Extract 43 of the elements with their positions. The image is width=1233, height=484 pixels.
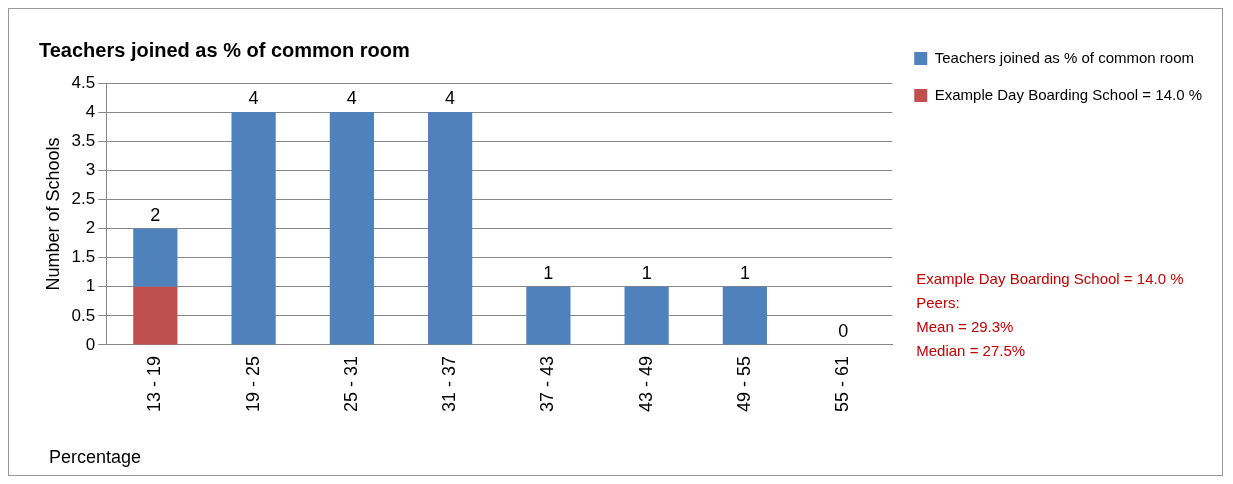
x-tick-label: 31 - 37 (439, 355, 460, 413)
bar (133, 286, 178, 345)
y-tick-label: 3.5 (71, 130, 96, 150)
total-label: 0 (838, 320, 849, 341)
y-tick-label: 0.5 (71, 305, 96, 325)
total-label: 4 (445, 88, 456, 109)
text: Example Day Boarding School = 14.0 % (916, 270, 1184, 287)
y-tick-label: 3 (85, 160, 96, 180)
x-tick-label: 13 - 19 (144, 355, 165, 413)
text: Median = 27.5% (916, 342, 1026, 359)
text: Mean = 29.3% (916, 318, 1014, 335)
x-axis-title: Percentage (49, 447, 142, 467)
total-label: 4 (248, 88, 259, 109)
bar (329, 112, 374, 345)
total-label: 2 (150, 204, 161, 225)
y-tick-label: 4.5 (71, 72, 96, 92)
x-tick-label: 37 - 43 (537, 355, 558, 413)
x-tick-label: 43 - 49 (635, 355, 656, 413)
y-tick-label: 0 (85, 334, 96, 354)
y-axis-title: Number of Schools (42, 137, 63, 291)
total-label: 1 (739, 262, 750, 283)
bar (231, 112, 276, 345)
x-tick-label: 49 - 55 (733, 355, 754, 413)
bar (133, 228, 178, 287)
bar (722, 286, 767, 345)
total-label: 1 (641, 262, 652, 283)
bar (624, 286, 669, 345)
y-tick-label: 1 (85, 276, 96, 296)
x-tick-label: 55 - 61 (832, 355, 853, 413)
legend-label: Teachers joined as % of common room (934, 48, 1195, 66)
chart-title: Teachers joined as % of common room (39, 38, 410, 61)
y-tick-label: 4 (85, 101, 96, 121)
y-tick-label: 2.5 (71, 189, 96, 209)
total-label: 1 (543, 262, 554, 283)
total-label: 4 (346, 88, 357, 109)
legend-label: Example Day Boarding School = 14.0 % (934, 85, 1203, 103)
y-tick-label: 2 (85, 218, 96, 238)
y-tick-label: 1.5 (71, 247, 96, 267)
bar (526, 286, 571, 345)
x-tick-label: 25 - 31 (340, 355, 361, 413)
bar (428, 112, 473, 345)
text: Peers: (916, 294, 960, 311)
x-tick-label: 19 - 25 (242, 355, 263, 413)
